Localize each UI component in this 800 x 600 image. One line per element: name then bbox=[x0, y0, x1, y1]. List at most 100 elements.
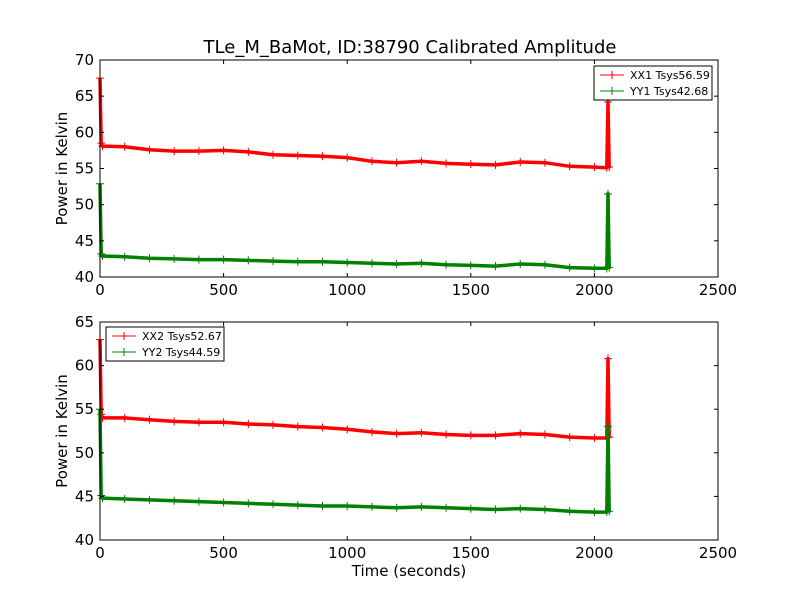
data-point-marker bbox=[269, 150, 278, 159]
x-tick-label: 2000 bbox=[575, 544, 613, 562]
data-point-marker bbox=[343, 258, 352, 267]
data-point-marker bbox=[343, 153, 352, 162]
legend-marker bbox=[608, 87, 616, 95]
data-point-marker bbox=[145, 415, 154, 424]
data-point-marker bbox=[540, 260, 549, 269]
data-point-marker bbox=[269, 420, 278, 429]
top-subplot: 0 500 1000 1500 2000 2500 40 45 50 55 60 65 70 Power … bbox=[53, 51, 737, 299]
data-point-marker bbox=[145, 495, 154, 504]
data-point-marker bbox=[442, 260, 451, 269]
data-point-marker bbox=[392, 503, 401, 512]
data-point-marker bbox=[516, 259, 525, 268]
x-tick-label: 1500 bbox=[452, 281, 490, 299]
data-point-marker bbox=[244, 499, 253, 508]
data-point-marker bbox=[170, 254, 179, 263]
data-point-marker bbox=[417, 502, 426, 511]
series-line-1-1 bbox=[98, 78, 611, 170]
data-point-marker bbox=[417, 428, 426, 437]
legend-box bbox=[105, 326, 225, 362]
y-tick-label: 45 bbox=[75, 232, 94, 250]
series-line-1-2 bbox=[98, 183, 611, 271]
data-point-marker bbox=[491, 262, 500, 271]
data-point-marker bbox=[565, 433, 574, 442]
data-point-marker bbox=[244, 256, 253, 265]
y-tick-label: 65 bbox=[75, 313, 94, 331]
y-tick-label: 45 bbox=[75, 487, 94, 505]
y-tick-label: 50 bbox=[75, 444, 94, 462]
x-tick-label: 1000 bbox=[328, 544, 366, 562]
x-tick-label: 2000 bbox=[575, 281, 613, 299]
data-point-marker bbox=[466, 261, 475, 270]
y-axis-label: Power in Kelvin bbox=[53, 112, 71, 226]
y-tick-label: 65 bbox=[75, 87, 94, 105]
data-point-marker bbox=[466, 504, 475, 513]
data-point-marker bbox=[367, 502, 376, 511]
data-point-marker bbox=[170, 496, 179, 505]
data-point-marker bbox=[516, 504, 525, 513]
x-tick-label: 2500 bbox=[699, 544, 737, 562]
data-point-marker bbox=[603, 422, 612, 431]
data-point-marker bbox=[565, 263, 574, 272]
data-point-marker bbox=[318, 152, 327, 161]
legend-box bbox=[593, 65, 713, 101]
data-point-marker bbox=[540, 430, 549, 439]
y-tick-label: 55 bbox=[75, 400, 94, 418]
data-point-marker bbox=[491, 431, 500, 440]
data-point-marker bbox=[540, 505, 549, 514]
data-point-marker bbox=[442, 159, 451, 168]
chart-title: TLe_M_BaMot, ID:38790 Calibrated Amplitu… bbox=[203, 37, 617, 58]
y-tick-label: 40 bbox=[75, 531, 94, 549]
data-point-marker bbox=[293, 151, 302, 160]
data-point-marker bbox=[343, 501, 352, 510]
data-point-marker bbox=[466, 431, 475, 440]
plot-frame bbox=[99, 321, 719, 541]
data-point-marker bbox=[590, 163, 599, 172]
data-point-marker bbox=[516, 429, 525, 438]
y-tick-label: 50 bbox=[75, 196, 94, 214]
y-tick-label: 70 bbox=[75, 51, 94, 69]
data-point-marker bbox=[565, 507, 574, 516]
data-point-marker bbox=[491, 160, 500, 169]
series-line-2-2 bbox=[98, 409, 611, 514]
data-point-marker bbox=[540, 158, 549, 167]
data-point-marker bbox=[219, 255, 228, 264]
legend-marker bbox=[608, 71, 616, 79]
data-point-marker bbox=[605, 507, 614, 516]
data-point-marker bbox=[590, 433, 599, 442]
data-point-marker bbox=[170, 147, 179, 156]
data-point-marker bbox=[318, 257, 327, 266]
data-point-marker bbox=[194, 418, 203, 427]
x-tick-label: 0 bbox=[95, 281, 105, 299]
x-tick-label: 500 bbox=[209, 281, 238, 299]
data-point-marker bbox=[603, 189, 612, 198]
x-axis-label: Time (seconds) bbox=[351, 562, 467, 580]
data-point-marker bbox=[392, 158, 401, 167]
data-point-marker bbox=[367, 157, 376, 166]
x-tick-label: 2500 bbox=[699, 281, 737, 299]
data-point-marker bbox=[590, 508, 599, 517]
data-point-marker bbox=[417, 259, 426, 268]
data-point-marker bbox=[367, 427, 376, 436]
data-point-marker bbox=[194, 497, 203, 506]
data-point-marker bbox=[442, 503, 451, 512]
data-point-marker bbox=[367, 259, 376, 268]
bottom-subplot: 0 500 1000 1500 2000 2500 40 45 50 55 60 65 Power in… bbox=[53, 313, 737, 580]
data-point-marker bbox=[120, 252, 129, 261]
data-point-marker bbox=[491, 505, 500, 514]
legend-marker bbox=[120, 332, 128, 340]
data-point-marker bbox=[293, 501, 302, 510]
data-point-marker bbox=[605, 263, 614, 272]
x-tick-label: 0 bbox=[95, 544, 105, 562]
data-point-marker bbox=[145, 145, 154, 154]
data-point-marker bbox=[120, 142, 129, 151]
y-tick-label: 40 bbox=[75, 268, 94, 286]
data-point-marker bbox=[244, 147, 253, 156]
data-point-marker bbox=[293, 257, 302, 266]
series-line-2-1 bbox=[98, 339, 611, 440]
data-point-marker bbox=[318, 423, 327, 432]
y-axis-label: Power in Kelvin bbox=[53, 374, 71, 488]
y-tick-label: 60 bbox=[75, 123, 94, 141]
x-tick-label: 500 bbox=[209, 544, 238, 562]
data-point-marker bbox=[269, 500, 278, 509]
